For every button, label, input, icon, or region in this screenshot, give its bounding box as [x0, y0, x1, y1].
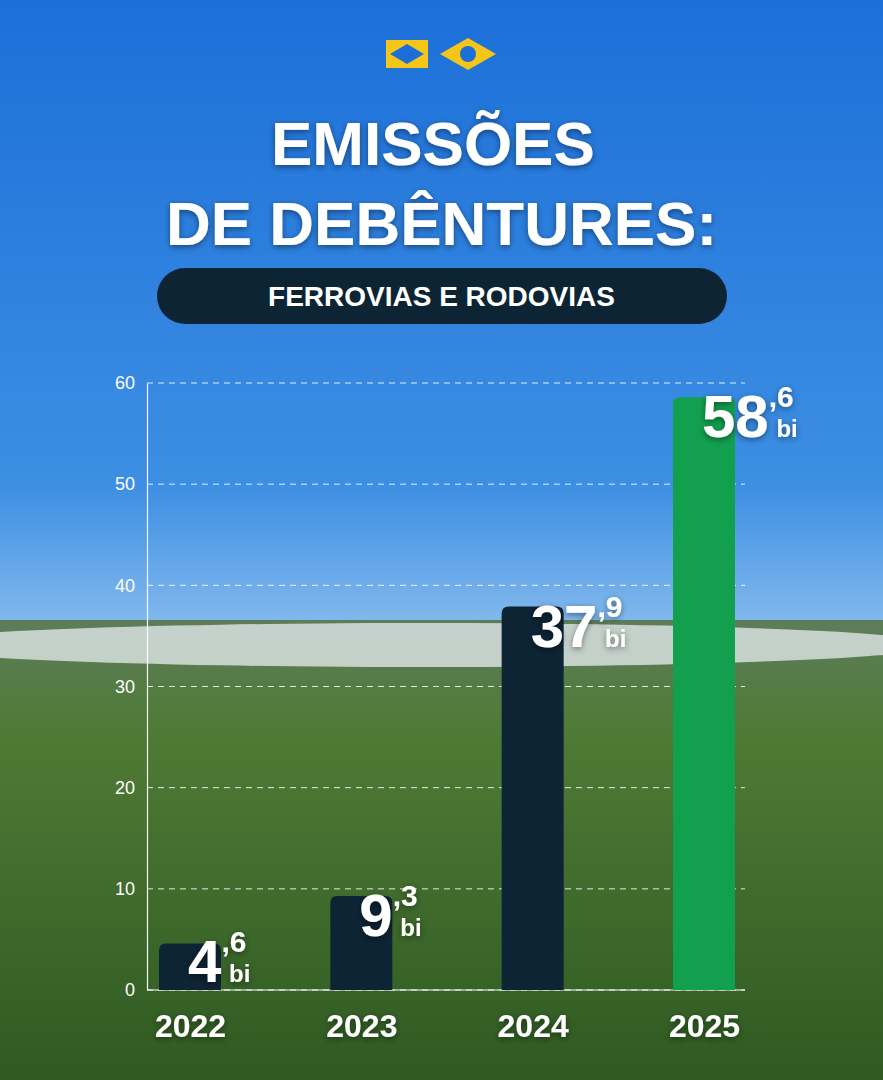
grid-line — [147, 990, 745, 991]
data-label: 9,3 bi — [359, 879, 421, 949]
flag-icon — [440, 38, 496, 70]
x-tick-label: 2023 — [326, 1008, 397, 1044]
subtitle: FERROVIAS E RODOVIAS — [268, 281, 615, 312]
y-tick-label: 0 — [125, 980, 135, 1000]
grid-line — [147, 585, 745, 586]
flag-icon — [386, 40, 428, 68]
flag-icons — [386, 38, 496, 70]
y-tick-label: 10 — [115, 879, 135, 899]
x-tick: 2022 — [155, 990, 226, 1044]
y-axis: 0 10 20 30 40 50 60 — [115, 373, 148, 1000]
y-tick: 20 — [115, 778, 147, 798]
background-sky — [0, 0, 883, 1080]
y-tick: 60 — [115, 373, 147, 393]
grid-line — [147, 686, 745, 687]
x-tick-label: 2024 — [498, 1008, 569, 1044]
y-tick-label: 20 — [115, 778, 135, 798]
grid-line — [147, 888, 745, 889]
grid — [147, 383, 745, 990]
x-tick: 2023 — [326, 990, 397, 1044]
background-mist — [0, 623, 883, 667]
bar — [673, 397, 735, 990]
bar — [502, 607, 564, 990]
y-tick: 50 — [115, 474, 147, 494]
flag-icon — [390, 44, 424, 64]
x-tick: 2024 — [498, 990, 569, 1044]
flag-icon — [460, 46, 476, 62]
y-tick-label: 50 — [115, 474, 135, 494]
data-label: 4,6 bi — [188, 925, 250, 995]
data-label: 58,6 bi — [702, 380, 798, 450]
title: EMISSÕES DE DEBÊNTURES: — [166, 109, 717, 258]
y-tick: 30 — [115, 677, 147, 697]
y-tick: 40 — [115, 576, 147, 596]
chart-svg: EMISSÕES DE DEBÊNTURES: FERROVIAS E RODOV… — [0, 0, 883, 1080]
background-land — [0, 620, 883, 1080]
y-axis-line — [147, 384, 148, 991]
data-labels: 4,6 bi 9,3 bi 37,9 bi 58,6 bi — [188, 380, 798, 995]
data-label: 37,9 bi — [531, 590, 627, 660]
y-tick: 10 — [115, 879, 147, 899]
chart-container: EMISSÕES DE DEBÊNTURES: FERROVIAS E RODOV… — [0, 0, 883, 1080]
x-baseline — [147, 989, 745, 990]
y-tick-label: 60 — [115, 373, 135, 393]
y-tick: 0 — [125, 980, 147, 1000]
grid-line — [147, 787, 745, 788]
y-tick-label: 40 — [115, 576, 135, 596]
subtitle-pill — [157, 268, 727, 324]
grid-line — [147, 383, 745, 384]
grid-line — [147, 484, 745, 485]
x-tick-label: 2022 — [155, 1008, 226, 1044]
x-tick-label: 2025 — [669, 1008, 740, 1044]
x-tick: 2025 — [669, 990, 740, 1044]
x-axis: 2022 2023 2024 2025 — [155, 990, 740, 1044]
y-tick-label: 30 — [115, 677, 135, 697]
bars — [159, 397, 735, 990]
